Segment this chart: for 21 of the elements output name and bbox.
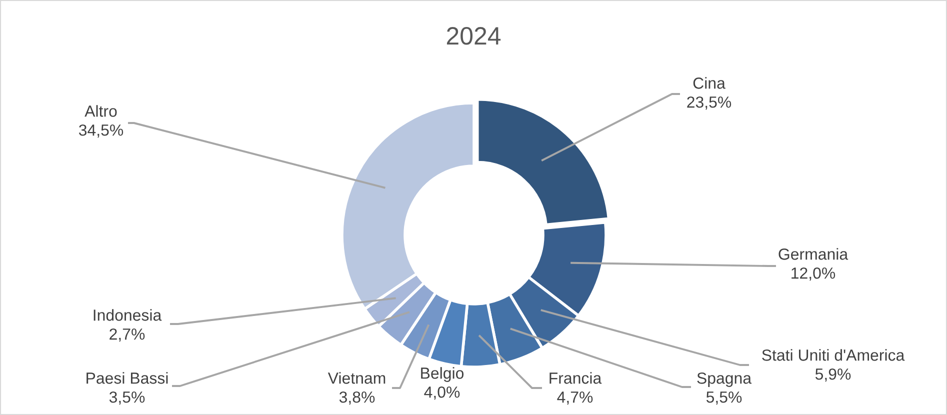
data-label: 3,8% (339, 391, 375, 405)
slice-label: Altro (84, 105, 117, 117)
data-label: 5,9% (815, 368, 851, 382)
data-label: 34,5% (78, 124, 124, 138)
slice-label: Spagna (697, 372, 752, 387)
slice-label: Cina (693, 77, 726, 89)
slice-label: Stati Uniti d'America (762, 349, 905, 361)
slice-label: Belgio (421, 367, 464, 382)
slice-label: Indonesia (94, 309, 162, 321)
chart-title: 2024 (446, 27, 501, 45)
data-label: 2,7% (110, 328, 145, 342)
slice-label: Paesi Bassi (86, 372, 168, 384)
data-label: 12,0% (792, 267, 836, 281)
data-label: 4,7% (557, 392, 593, 405)
data-label: 5,5% (706, 392, 742, 405)
slice-label: Germania (778, 248, 848, 260)
data-label: 3,5% (109, 391, 145, 405)
slice-label: Francia (550, 372, 602, 384)
slice-label: Vietnam (328, 372, 386, 384)
data-label: 23,5% (687, 96, 732, 110)
data-label: 4,0% (424, 386, 460, 400)
